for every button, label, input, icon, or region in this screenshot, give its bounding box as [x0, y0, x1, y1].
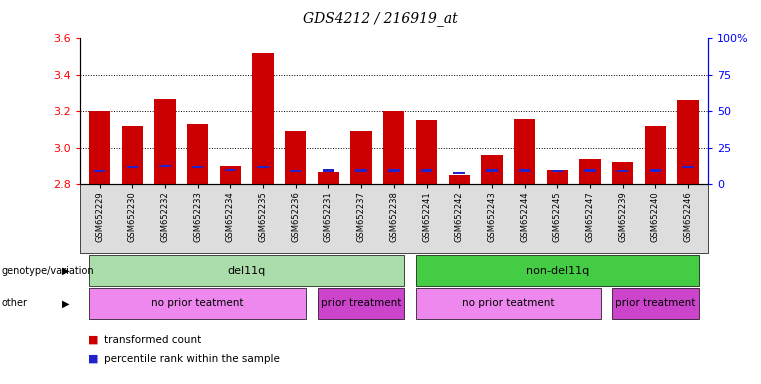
Bar: [617, 170, 629, 172]
Bar: [584, 169, 596, 172]
Bar: [355, 169, 367, 172]
Bar: [159, 165, 170, 167]
Bar: [154, 99, 176, 184]
Bar: [486, 169, 498, 172]
Bar: [290, 170, 301, 172]
Bar: [323, 169, 334, 172]
Bar: [514, 119, 535, 184]
Bar: [416, 121, 437, 184]
Bar: [546, 170, 568, 184]
Bar: [253, 53, 274, 184]
Text: ▶: ▶: [62, 266, 70, 276]
Text: prior treatment: prior treatment: [615, 298, 696, 308]
Bar: [612, 162, 633, 184]
Bar: [384, 111, 404, 184]
Bar: [552, 170, 563, 172]
Bar: [220, 166, 241, 184]
Text: prior treatment: prior treatment: [321, 298, 401, 308]
Bar: [192, 166, 203, 168]
Text: percentile rank within the sample: percentile rank within the sample: [104, 354, 280, 364]
Text: ■: ■: [88, 335, 98, 345]
Text: GDS4212 / 216919_at: GDS4212 / 216919_at: [303, 12, 458, 26]
Bar: [645, 126, 666, 184]
Bar: [94, 170, 105, 172]
Text: no prior teatment: no prior teatment: [462, 298, 555, 308]
Text: ▶: ▶: [62, 298, 70, 308]
Text: genotype/variation: genotype/variation: [2, 266, 94, 276]
Text: del11q: del11q: [228, 266, 266, 276]
Bar: [224, 169, 236, 171]
Bar: [683, 166, 694, 168]
Bar: [481, 155, 502, 184]
Bar: [122, 126, 143, 184]
Bar: [89, 111, 110, 184]
Bar: [351, 131, 371, 184]
Bar: [448, 175, 470, 184]
Bar: [257, 166, 269, 169]
Bar: [285, 131, 307, 184]
Bar: [318, 172, 339, 184]
Bar: [677, 101, 699, 184]
Bar: [388, 169, 400, 172]
Text: no prior teatment: no prior teatment: [151, 298, 244, 308]
Text: other: other: [2, 298, 27, 308]
Bar: [519, 169, 530, 172]
Bar: [421, 169, 432, 172]
Bar: [579, 159, 600, 184]
Bar: [126, 166, 138, 168]
Bar: [454, 172, 465, 174]
Text: transformed count: transformed count: [104, 335, 202, 345]
Text: non-del11q: non-del11q: [526, 266, 589, 276]
Bar: [650, 169, 661, 172]
Text: ■: ■: [88, 354, 98, 364]
Bar: [187, 124, 209, 184]
